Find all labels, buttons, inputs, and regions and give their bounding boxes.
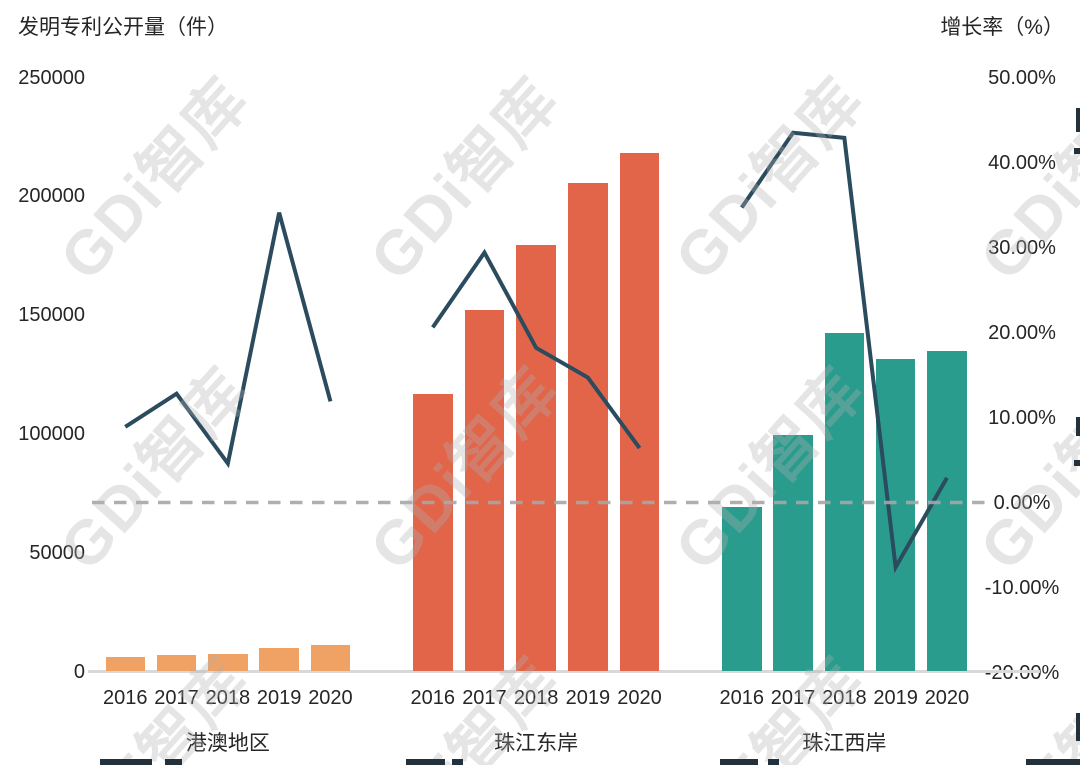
year-label-港澳地区-2017: 2017 [154,687,199,709]
right-tick--10.00%: -10.00% [984,576,1060,599]
group-label-港澳地区: 港澳地区 [185,732,270,755]
bar-珠江西岸-2017 [773,435,813,672]
watermark-gdi: GDi智库 [967,65,1080,294]
bar-珠江西岸-2019 [875,359,916,672]
cutoff-fragment-7 [1076,108,1080,132]
right-tick-20.00%: 20.00% [988,321,1056,344]
year-label-珠江东岸-2020: 2020 [617,687,662,709]
right-tick-10.00%: 10.00% [988,406,1056,429]
left-tick-250000: 250000 [18,66,85,89]
year-label-珠江西岸-2017: 2017 [770,687,816,709]
bar-珠江东岸-2018 [516,245,556,672]
year-label-港澳地区-2018: 2018 [205,687,251,709]
year-label-港澳地区-2019: 2019 [256,687,302,709]
left-tick-0: 0 [73,660,85,683]
right-tick-40.00%: 40.00% [988,151,1056,174]
watermark-gdi: GDi智库 [662,65,878,294]
right-axis-title: 增长率（%） [940,16,1064,39]
cutoff-fragment-6 [1026,759,1080,765]
left-axis-title: 发明专利公开量（件） [18,16,228,39]
bar-港澳地区-2018 [208,653,248,672]
bar-港澳地区-2017 [156,654,197,672]
left-tick-200000: 200000 [18,185,85,208]
bar-珠江东岸-2019 [568,182,608,672]
group-label-珠江东岸: 珠江东岸 [494,732,579,755]
cutoff-fragment-3 [452,759,463,765]
year-label-珠江东岸-2016: 2016 [410,687,456,709]
bar-珠江西岸-2020 [927,351,967,672]
bar-珠江东岸-2016 [413,393,453,672]
group-label-珠江西岸: 珠江西岸 [802,732,887,755]
year-label-港澳地区-2020: 2020 [308,687,353,709]
year-label-港澳地区-2016: 2016 [103,687,148,709]
year-label-珠江西岸-2019: 2019 [873,687,918,709]
bar-港澳地区-2020 [310,644,351,672]
right-tick-30.00%: 30.00% [988,236,1056,259]
cutoff-fragment-1 [165,759,182,765]
cutoff-fragment-0 [100,759,152,765]
left-tick-100000: 100000 [18,422,85,445]
cutoff-fragment-11 [1076,713,1080,741]
year-label-珠江东岸-2017: 2017 [462,687,507,709]
cutoff-fragment-10 [1074,460,1080,466]
bar-港澳地区-2019 [259,647,299,672]
left-tick-150000: 150000 [18,304,85,327]
cutoff-fragment-5 [768,759,779,765]
cutoff-fragment-4 [720,759,758,765]
year-label-珠江东岸-2018: 2018 [513,687,559,709]
year-label-珠江东岸-2019: 2019 [565,687,611,709]
year-label-珠江西岸-2016: 2016 [719,687,765,709]
left-tick-50000: 50000 [29,541,85,564]
right-tick-50.00%: 50.00% [988,66,1056,89]
cutoff-fragment-9 [1076,417,1080,436]
bar-珠江东岸-2020 [619,153,660,672]
watermark-gdi: GDi智库 [47,65,263,294]
cutoff-fragment-2 [406,759,445,765]
bar-珠江东岸-2017 [464,310,505,672]
right-tick-0.00%: 0.00% [993,491,1051,514]
cutoff-fragment-8 [1074,148,1080,154]
year-label-珠江西岸-2018: 2018 [822,687,867,709]
bar-珠江西岸-2018 [824,333,865,672]
year-label-珠江西岸-2020: 2020 [924,687,970,709]
bar-珠江西岸-2016 [722,507,762,672]
watermark-gdi: GDi智库 [967,355,1080,584]
growth-line-港澳地区 [124,212,333,469]
x-axis-baseline [88,670,1040,673]
bar-港澳地区-2016 [105,656,145,672]
